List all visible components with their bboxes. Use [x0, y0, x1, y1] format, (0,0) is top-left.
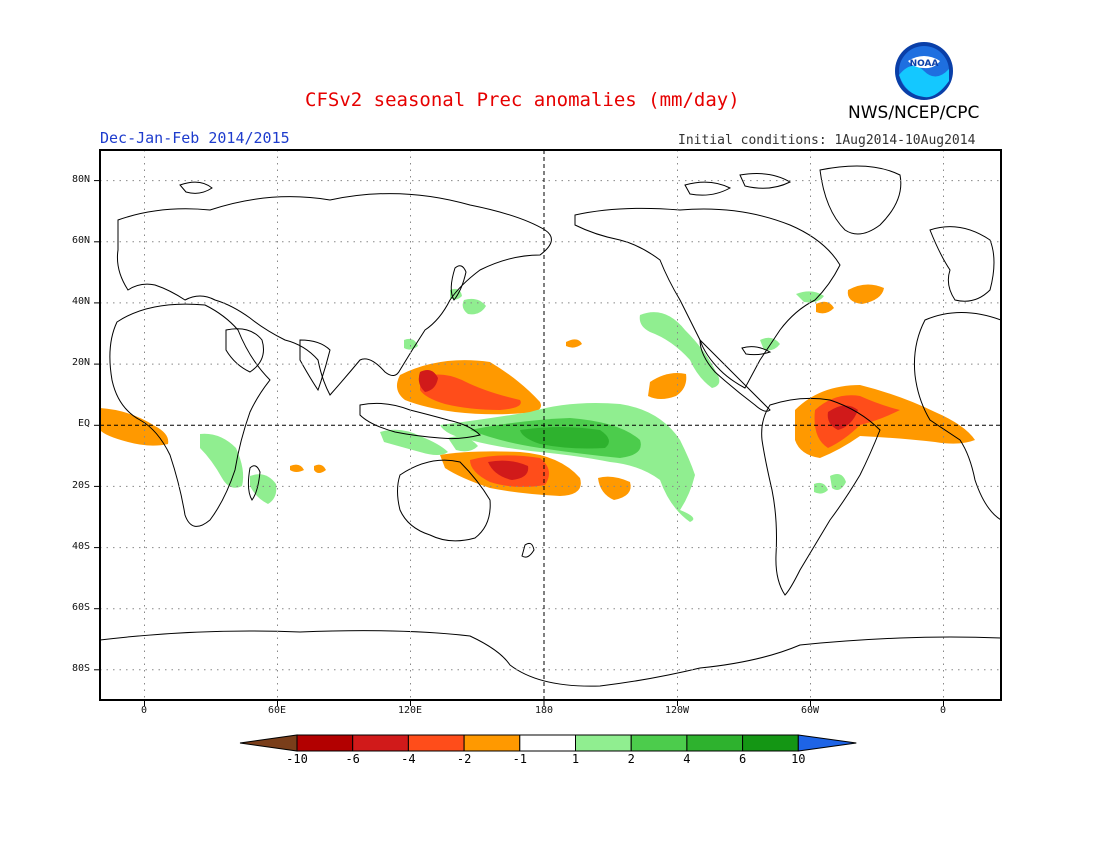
colorbar-label: 10 — [791, 752, 806, 766]
coastline-north-america — [574, 207, 841, 389]
coastline-africa — [109, 303, 271, 527]
coastline-central-america — [699, 338, 771, 412]
coastline-australia — [397, 459, 491, 542]
coastline-antarctica — [100, 630, 1001, 687]
colorbar-cell — [463, 734, 521, 752]
coastline-madagascar — [247, 465, 261, 501]
coastline-europe — [929, 226, 995, 302]
lat-label: 20S — [72, 480, 91, 491]
lat-label: 60N — [72, 235, 91, 246]
colorbar-arrow-low — [239, 734, 298, 752]
lat-label: EQ — [78, 418, 91, 429]
dry-anomaly-indian-ocean-west — [100, 408, 169, 446]
noaa-logo: NOAA — [895, 42, 953, 100]
dry-anomaly-east-pacific-small — [566, 339, 582, 348]
lat-label: 40N — [72, 296, 91, 307]
lat-label: 80S — [72, 663, 91, 674]
dry-anomaly-western-pacific-core — [420, 374, 521, 410]
dry-anomaly-south-pacific-inner — [488, 460, 529, 480]
lon-label: 120E — [397, 705, 423, 716]
colorbar-cell — [742, 734, 799, 752]
map-ticks — [94, 180, 944, 706]
wet-anomaly-indonesia-east — [448, 436, 478, 452]
colorbar-cell — [407, 734, 465, 752]
colorbar-label: -1 — [512, 752, 528, 766]
colorbar-cell — [575, 734, 632, 752]
colorbar-label: -6 — [345, 752, 360, 766]
agency-label: NWS/NCEP/CPC — [848, 103, 980, 123]
wet-anomaly-north-pacific — [462, 298, 486, 315]
lat-label: 40S — [72, 541, 91, 552]
colorbar-label: 1 — [571, 752, 580, 766]
colorbar-cell — [296, 734, 354, 752]
colorbar-arrow-high — [797, 734, 857, 752]
wet-anomaly-us-east — [796, 291, 824, 303]
coastline-greenland — [819, 165, 902, 235]
colorbar-label: -10 — [286, 752, 308, 766]
wet-anomaly-equatorial-pacific-core — [520, 427, 609, 449]
coastline-india — [299, 339, 331, 392]
dry-anomaly-south-pacific-east — [598, 476, 631, 500]
lat-label: 60S — [72, 602, 91, 613]
colorbar-label: -4 — [401, 752, 416, 766]
wet-anomaly-indonesia — [380, 429, 448, 455]
wet-anomaly-east-pacific-coast — [639, 312, 720, 388]
coastline-cuba — [741, 346, 772, 356]
wet-anomaly-madagascar — [250, 474, 277, 504]
coastline-eurasia — [117, 193, 552, 396]
map-title: CFSv2 seasonal Prec anomalies (mm/day) — [305, 89, 740, 111]
dry-anomaly-central-pacific-north — [648, 373, 687, 399]
lon-label: 60E — [267, 705, 287, 716]
coastline-japan — [450, 265, 467, 301]
dry-anomaly-north-atlantic — [847, 284, 884, 304]
graticule — [100, 150, 1001, 700]
colorbar-label: 6 — [738, 752, 747, 766]
wet-anomaly-south-america-south — [814, 482, 828, 494]
dry-anomaly-north-atlantic-small — [816, 301, 834, 314]
initial-conditions-label: Initial conditions: 1Aug2014-10Aug2014 — [678, 133, 976, 148]
dry-anomaly-indian-ocean-small — [290, 464, 304, 472]
lat-label: 80N — [72, 174, 91, 185]
dry-anomaly-philippines-core — [418, 370, 438, 392]
colorbar-label: 2 — [627, 752, 635, 766]
colorbar-cell — [352, 734, 409, 752]
coastline-arctic-islands — [179, 173, 792, 196]
dry-anomaly-amazon-inner — [827, 405, 858, 430]
lon-label: 180 — [534, 705, 554, 716]
lon-label: 0 — [140, 705, 148, 716]
coastline-new-zealand — [521, 542, 535, 558]
lon-label: 0 — [939, 705, 947, 716]
colorbar-cell — [519, 734, 576, 752]
dry-anomaly-indian-ocean-small-2 — [314, 464, 326, 473]
colorbar-cell — [686, 734, 744, 752]
season-label: Dec-Jan-Feb 2014/2015 — [100, 129, 290, 147]
anomaly-shading — [100, 284, 975, 522]
lon-label: 60W — [800, 705, 820, 716]
coastline-south-america — [761, 397, 881, 596]
coastline-arabia — [225, 328, 264, 373]
colorbar-label: -2 — [456, 752, 472, 766]
logo-text: NOAA — [910, 59, 939, 69]
wet-anomaly-caribbean — [760, 337, 780, 351]
colorbar-cell — [630, 734, 688, 752]
colorbar-label: 4 — [683, 752, 691, 766]
lat-label: 20N — [72, 357, 91, 368]
wet-anomaly-africa-east — [200, 433, 244, 488]
lon-label: 120W — [664, 705, 690, 716]
